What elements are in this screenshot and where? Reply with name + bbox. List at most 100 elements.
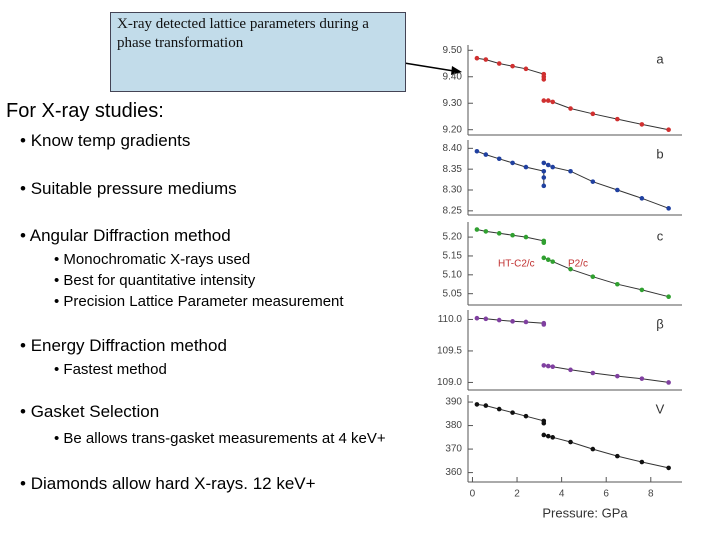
data-point [550,435,556,440]
data-point [639,196,645,201]
data-point [666,380,671,385]
y-tick-label: 5.20 [443,232,463,243]
data-point [496,317,502,323]
data-point [510,319,515,324]
data-point [483,316,489,322]
data-point [545,433,551,439]
data-point [545,162,551,168]
bullet: Know temp gradients [20,131,191,151]
data-point [496,61,502,66]
y-tick-label: 8.25 [443,205,463,216]
fit-line [543,257,669,298]
annotation: HT-C2/c [498,259,535,270]
data-point [615,116,620,122]
data-point [483,152,489,157]
data-point [523,234,529,240]
y-tick-label: 109.0 [437,377,462,388]
panel-label: c [657,228,664,243]
y-tick-label: 5.10 [443,269,463,280]
data-point [510,232,515,238]
bullet: Energy Diffraction method [20,336,227,356]
data-point [510,63,515,69]
y-tick-label: 9.30 [443,98,463,109]
bullet: Diamonds allow hard X-rays. 12 keV+ [20,474,316,494]
data-point [496,231,502,236]
annotation: P2/c [568,259,588,270]
data-point [545,98,551,103]
y-tick-label: 360 [445,467,462,478]
data-point [639,459,645,465]
data-point [568,168,573,174]
data-point [639,287,645,293]
data-point [483,403,489,408]
data-point [483,57,489,62]
data-point [568,106,573,111]
data-point [523,164,529,170]
data-point [550,164,556,170]
y-tick-label: 370 [445,444,462,455]
data-point [474,227,480,232]
fit-line [543,100,669,131]
data-point [541,255,547,261]
y-tick-label: 5.15 [443,251,463,262]
data-point [568,439,573,445]
data-point [474,402,480,407]
data-point [483,229,489,234]
data-point [590,111,596,117]
data-point [666,465,671,471]
data-point [496,406,502,412]
data-point [590,274,596,280]
y-tick-label: 380 [445,420,462,431]
data-point [474,315,480,321]
bullet: Suitable pressure mediums [20,179,237,199]
data-point [615,187,620,193]
x-tick-label: 0 [470,489,476,500]
callout: X-ray detected lattice parameters during… [110,12,406,92]
data-point [590,370,596,376]
data-point [639,122,645,127]
data-point [639,376,645,381]
data-point [541,98,547,103]
data-point [615,453,620,459]
x-tick-label: 6 [603,489,609,500]
data-point [541,240,547,246]
arrow [397,61,461,73]
data-point [568,367,573,373]
y-tick-label: 8.40 [443,143,463,154]
bullet: Angular Diffraction method [20,226,231,246]
sub-bullet: Fastest method [54,360,414,380]
fit-line [543,434,669,469]
data-point [523,66,529,72]
x-axis-label: Pressure: GPa [542,505,628,520]
x-tick-label: 4 [559,489,565,500]
data-point [666,294,671,300]
data-point [541,363,547,368]
data-point [474,148,480,154]
panel-label: V [656,401,665,416]
data-point [541,432,547,438]
data-point [541,420,547,426]
data-point [541,168,547,174]
y-tick-label: 8.30 [443,185,463,196]
data-point [510,410,515,415]
data-point [615,281,620,287]
panel-label: b [656,146,663,161]
y-tick-label: 109.5 [437,346,462,357]
data-point [666,206,671,211]
x-tick-label: 2 [514,489,520,500]
data-point [496,156,502,162]
data-point [523,319,529,325]
data-point [545,363,551,369]
sub-bullet: Precision Lattice Parameter measurement [54,292,414,312]
data-point [541,160,547,166]
data-point [550,259,556,264]
data-point [510,160,515,166]
data-point [590,446,596,452]
sub-bullet: Best for quantitative intensity [54,271,414,291]
heading: For X-ray studies: [6,100,164,122]
y-tick-label: 9.50 [443,45,463,56]
data-point [541,322,547,327]
fit-line [543,162,669,209]
